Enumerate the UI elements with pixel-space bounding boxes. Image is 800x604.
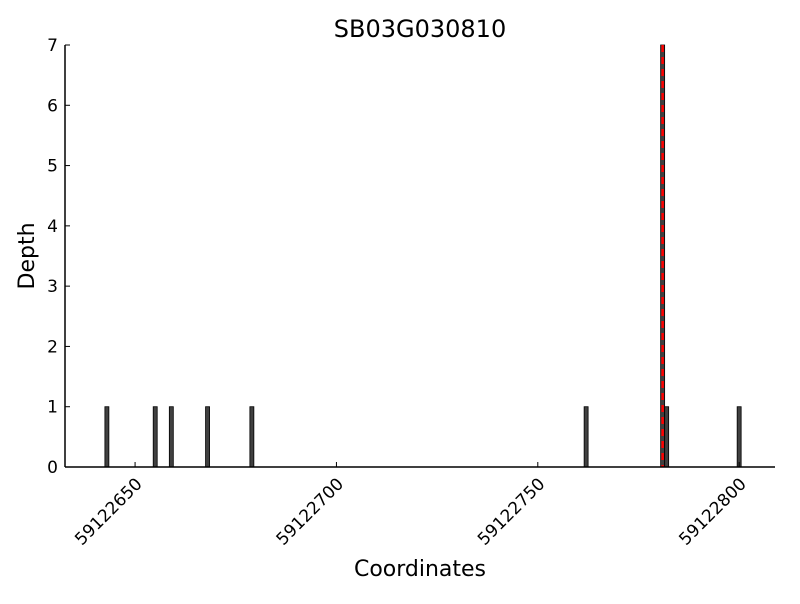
y-tick-label: 7 — [47, 36, 58, 56]
y-tick-label: 3 — [47, 277, 58, 297]
bar — [736, 406, 742, 468]
y-axis-label: Depth — [15, 222, 40, 289]
bar — [205, 406, 210, 468]
bar — [168, 406, 174, 468]
bar — [249, 406, 255, 468]
x-tick-label: 59122650 — [71, 474, 146, 549]
bar — [664, 406, 670, 468]
ticks: 0 1 2 3 4 5 6 7 59122650 59122700 59122750 59122800 — [47, 36, 751, 550]
y-tick-label: 6 — [47, 96, 58, 116]
y-tick-label: 4 — [47, 217, 58, 237]
x-axis-label: Coordinates — [354, 557, 486, 582]
bar — [583, 406, 589, 468]
x-tick-label: 59122700 — [273, 474, 348, 549]
bars — [104, 44, 742, 468]
y-tick-label: 5 — [47, 157, 58, 177]
y-tick-label: 0 — [47, 458, 58, 478]
chart-title: SB03G030810 — [334, 15, 506, 43]
x-tick-label: 59122800 — [675, 474, 750, 549]
x-tick-label: 59122750 — [474, 474, 549, 549]
bar — [104, 406, 110, 468]
bar — [152, 406, 158, 468]
y-tick-label: 2 — [47, 337, 58, 357]
y-tick-label: 1 — [47, 398, 58, 418]
